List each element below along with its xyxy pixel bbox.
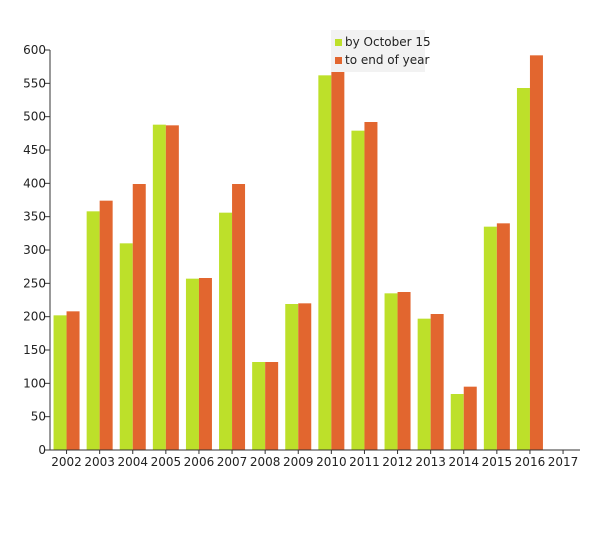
- x-tick-label: 2012: [382, 455, 413, 469]
- x-tick-label: 2002: [51, 455, 82, 469]
- bar-to-end-of-year: [298, 303, 312, 450]
- bar-by-october-15: [185, 278, 199, 450]
- y-tick-label: 350: [23, 210, 46, 224]
- bars-group: [53, 55, 543, 451]
- bar-to-end-of-year: [198, 278, 212, 450]
- y-tick-label: 250: [23, 276, 46, 290]
- bar-by-october-15: [351, 130, 365, 450]
- legend-background: [331, 30, 425, 72]
- y-tick-label: 200: [23, 310, 46, 324]
- bar-to-end-of-year: [265, 362, 279, 450]
- bar-by-october-15: [516, 88, 530, 450]
- y-tick-label: 450: [23, 143, 46, 157]
- bar-by-october-15: [119, 243, 133, 450]
- x-tick-label: 2003: [84, 455, 115, 469]
- x-axis-ticks: 2002 2003 2004 2005 2006 2007 2008 2009 2010 2011…: [51, 450, 578, 469]
- bar-by-october-15: [318, 75, 332, 450]
- bar-by-october-15: [152, 124, 166, 451]
- legend: by October 15 to end of year: [331, 30, 431, 72]
- bar-by-october-15: [417, 318, 431, 450]
- bar-to-end-of-year: [331, 66, 345, 450]
- x-tick-label: 2007: [217, 455, 248, 469]
- x-tick-label: 2009: [283, 455, 314, 469]
- x-tick-label: 2004: [117, 455, 148, 469]
- x-tick-label: 2014: [448, 455, 479, 469]
- x-tick-label: 2006: [184, 455, 215, 469]
- x-tick-label: 2016: [515, 455, 546, 469]
- bar-to-end-of-year: [232, 184, 246, 450]
- legend-label-by-october-15: by October 15: [345, 35, 431, 49]
- x-tick-label: 2005: [151, 455, 182, 469]
- bar-to-end-of-year: [529, 55, 543, 450]
- x-tick-label: 2013: [415, 455, 446, 469]
- x-tick-label: 2008: [250, 455, 281, 469]
- y-tick-label: 500: [23, 110, 46, 124]
- bar-to-end-of-year: [496, 223, 510, 450]
- x-tick-label: 2015: [482, 455, 513, 469]
- y-tick-label: 600: [23, 43, 46, 57]
- legend-swatch-to-end-of-year: [335, 57, 342, 64]
- y-tick-label: 0: [38, 443, 46, 457]
- bar-by-october-15: [219, 212, 233, 450]
- bar-to-end-of-year: [397, 292, 411, 450]
- bar-by-october-15: [86, 211, 100, 450]
- y-tick-label: 100: [23, 376, 46, 390]
- y-tick-label: 150: [23, 343, 46, 357]
- bar-by-october-15: [384, 293, 398, 450]
- bar-to-end-of-year: [66, 311, 80, 450]
- y-tick-label: 300: [23, 243, 46, 257]
- y-axis-ticks: 0 50 100 150 200 250 300 350 400 450 500 550 600: [23, 43, 50, 457]
- x-tick-label: 2010: [316, 455, 347, 469]
- y-tick-label: 400: [23, 176, 46, 190]
- bar-by-october-15: [53, 315, 67, 450]
- bar-by-october-15: [450, 394, 464, 450]
- x-tick-label: 2017: [548, 455, 579, 469]
- x-tick-label: 2011: [349, 455, 380, 469]
- bar-by-october-15: [483, 226, 497, 450]
- bar-to-end-of-year: [99, 200, 113, 450]
- bar-to-end-of-year: [430, 314, 444, 450]
- y-tick-label: 50: [31, 410, 46, 424]
- bar-to-end-of-year: [463, 386, 477, 450]
- bar-to-end-of-year: [132, 184, 146, 450]
- legend-label-to-end-of-year: to end of year: [345, 53, 430, 67]
- legend-swatch-by-october-15: [335, 39, 342, 46]
- bar-by-october-15: [285, 304, 299, 450]
- bar-by-october-15: [252, 362, 266, 450]
- bar-to-end-of-year: [165, 125, 179, 450]
- bar-to-end-of-year: [364, 122, 378, 450]
- y-tick-label: 550: [23, 76, 46, 90]
